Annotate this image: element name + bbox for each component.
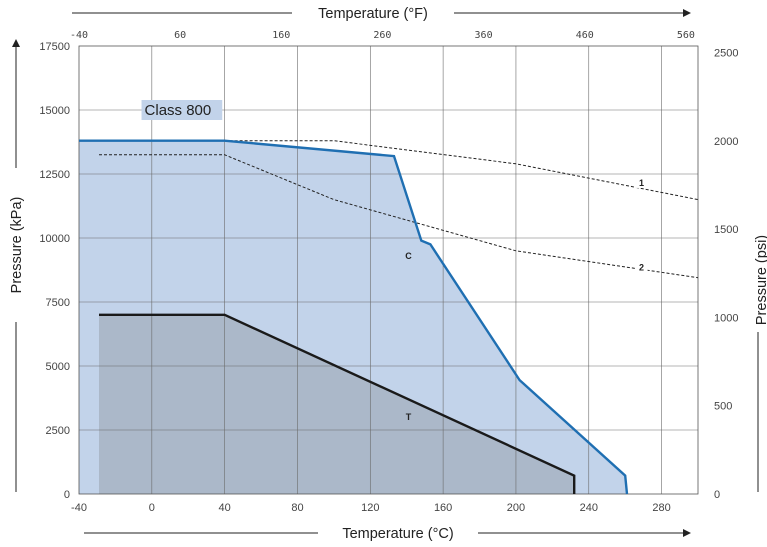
lbl-1-background xyxy=(635,177,648,188)
x-top-tick-label: 160 xyxy=(272,30,290,41)
x-bottom-axis-title: Temperature (°C) xyxy=(342,526,453,542)
x-bottom-tick-label: -40 xyxy=(71,502,87,514)
y-left-tick-labels: 0 2500 5000 7500 10000 12500 15000 17500 xyxy=(39,41,70,501)
x-bottom-tick-label: 80 xyxy=(291,502,303,514)
x-bottom-tick-labels: -40 0 40 80 120 160 200 240 280 xyxy=(71,502,671,514)
x-bottom-tick-label: 160 xyxy=(434,502,452,514)
y-left-tick-label: 10000 xyxy=(39,233,70,245)
y-left-tick-label: 5000 xyxy=(46,361,70,373)
x-bottom-tick-label: 280 xyxy=(652,502,670,514)
y-right-tick-label: 2500 xyxy=(714,48,738,60)
x-top-tick-label: 360 xyxy=(475,30,493,41)
series-label-t: T xyxy=(406,412,412,422)
x-top-tick-label: 60 xyxy=(174,30,186,41)
series-t-area xyxy=(99,314,575,494)
x-bottom-tick-label: 0 xyxy=(149,502,155,514)
y-right-axis-title: Pressure (psi) xyxy=(754,235,767,325)
y-right-tick-label: 1500 xyxy=(714,224,738,236)
y-left-tick-label: 12500 xyxy=(39,169,70,181)
series-1-line xyxy=(224,140,699,201)
series-t-line xyxy=(99,313,576,494)
series-label-2: 2 xyxy=(639,262,644,272)
lbl-2-background xyxy=(635,262,648,273)
x-bottom-tick-label: 200 xyxy=(507,502,525,514)
plot-frame xyxy=(78,45,699,495)
x-top-tick-label: 560 xyxy=(677,30,695,41)
x-bottom-tick-label: 240 xyxy=(580,502,598,514)
series-label-c: C xyxy=(405,251,412,261)
y-left-axis-title: Pressure (kPa) xyxy=(9,197,25,294)
y-right-tick-labels: 0 500 1000 1500 2000 2500 xyxy=(714,48,738,501)
x-bottom-tick-label: 120 xyxy=(361,502,379,514)
y-left-tick-label: 15000 xyxy=(39,105,70,117)
y-left-tick-label: 7500 xyxy=(46,297,70,309)
y-left-tick-label: 0 xyxy=(64,489,70,501)
x-top-tick-labels: -40 60 160 260 360 460 560 xyxy=(70,30,695,41)
y-right-tick-label: 1000 xyxy=(714,312,738,324)
x-top-tick-label: 460 xyxy=(576,30,594,41)
x-top-tick-label: -40 xyxy=(70,30,88,41)
y-left-tick-label: 2500 xyxy=(46,425,70,437)
series-c-line xyxy=(79,139,629,495)
x-top-axis-title: Temperature (°F) xyxy=(318,6,428,22)
gridlines xyxy=(79,46,698,494)
x-top-tick-label: 260 xyxy=(373,30,391,41)
series-label-1: 1 xyxy=(639,178,644,188)
y-right-tick-label: 2000 xyxy=(714,136,738,148)
class-annotation: Class 800 xyxy=(145,102,212,119)
y-right-tick-label: 0 xyxy=(714,489,720,501)
y-left-tick-label: 17500 xyxy=(39,41,70,53)
x-bottom-tick-label: 40 xyxy=(219,502,231,514)
y-right-tick-label: 500 xyxy=(714,401,732,413)
class-annotation-background xyxy=(141,100,223,120)
